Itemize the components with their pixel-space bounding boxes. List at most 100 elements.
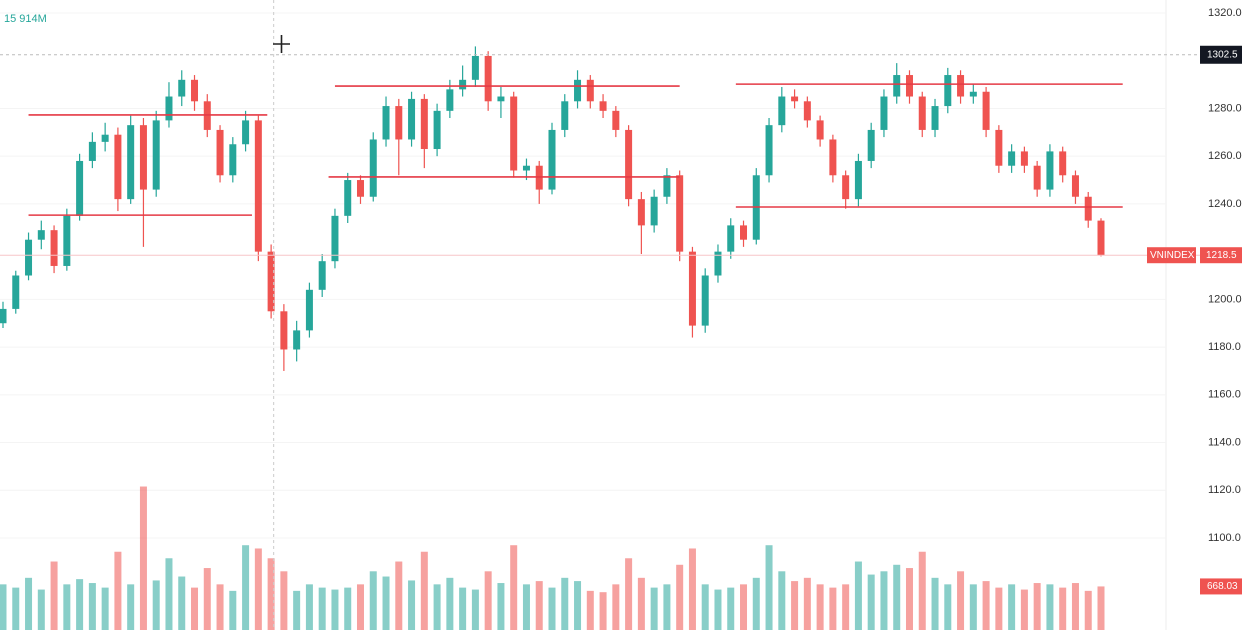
candle-body xyxy=(127,125,135,200)
candle-body xyxy=(727,225,735,252)
candle-body xyxy=(178,79,186,97)
volume-bar xyxy=(37,589,45,630)
volume-bar xyxy=(165,558,173,630)
volume-bar xyxy=(446,577,454,630)
candle-body xyxy=(433,110,441,150)
volume-bar xyxy=(752,577,760,630)
candle-body xyxy=(931,106,939,130)
volume-bar xyxy=(663,584,671,630)
candle-body xyxy=(982,91,990,130)
candle-body xyxy=(740,225,748,240)
volume-bar xyxy=(574,581,582,630)
candle-body xyxy=(1046,151,1054,190)
candle-body xyxy=(574,79,582,102)
volume-bar xyxy=(1059,587,1067,630)
volume-bar xyxy=(0,584,7,630)
candle-body xyxy=(446,89,454,111)
volume-bar xyxy=(599,592,607,630)
candle-body xyxy=(918,96,926,130)
volume-bar xyxy=(854,561,862,630)
volume-bar xyxy=(1020,589,1028,630)
volume-bar xyxy=(740,584,748,630)
candle-body xyxy=(867,129,875,161)
candle-body xyxy=(254,120,262,252)
volume-bar xyxy=(867,574,875,630)
volume-bar xyxy=(522,584,530,630)
candle-body xyxy=(63,215,71,266)
candle-body xyxy=(957,75,965,97)
candle-body xyxy=(829,139,837,176)
volume-bar xyxy=(50,561,58,630)
candle-body xyxy=(688,251,696,326)
volume-bar xyxy=(1097,586,1105,630)
y-tick-label: 1260.0 xyxy=(1208,150,1242,162)
volume-tag xyxy=(1200,578,1242,595)
volume-bar xyxy=(254,548,262,630)
candle-body xyxy=(293,330,301,350)
candle-body xyxy=(714,251,722,276)
candle-body xyxy=(408,98,416,140)
volume-bar xyxy=(918,551,926,630)
candle-body xyxy=(612,110,620,130)
volume-bar xyxy=(548,587,556,630)
candle-body xyxy=(318,261,326,290)
volume-bar xyxy=(318,587,326,630)
candle-body xyxy=(344,180,352,216)
volume-bar xyxy=(305,584,313,630)
volume-bar xyxy=(459,587,467,630)
volume-bar xyxy=(829,587,837,630)
candle-body xyxy=(663,175,671,197)
candle-body xyxy=(1008,151,1016,166)
candle-body xyxy=(561,101,569,130)
volume-bar xyxy=(408,580,416,630)
last-price: 1218.5 xyxy=(1206,250,1237,261)
last-price-tag xyxy=(1200,247,1242,264)
y-tick-label: 1160.0 xyxy=(1208,389,1241,401)
candle-body xyxy=(522,165,530,171)
candle-body xyxy=(331,215,339,262)
candle-body xyxy=(356,180,364,197)
volume-bar xyxy=(969,584,977,630)
volume-bar xyxy=(510,545,518,630)
candle-body xyxy=(1059,151,1067,176)
candle-body xyxy=(637,199,645,226)
candle-body xyxy=(791,96,799,102)
volume-bar xyxy=(995,587,1003,630)
volume-bar xyxy=(727,587,735,630)
candle-body xyxy=(0,308,7,324)
volume-bar xyxy=(242,545,250,630)
volume-bar xyxy=(63,584,71,630)
volume-bar xyxy=(293,590,301,630)
volume-bar xyxy=(369,571,377,630)
candle-body xyxy=(369,139,377,197)
volume-bar xyxy=(395,561,403,630)
candle-body xyxy=(459,79,467,90)
volume-bar xyxy=(650,587,658,630)
volume-bar xyxy=(203,568,211,630)
candle-body xyxy=(37,230,45,240)
candle-body xyxy=(152,120,160,190)
volume-bar xyxy=(1071,583,1079,630)
candle-body xyxy=(50,230,58,266)
candle-body xyxy=(816,120,824,140)
candle-body xyxy=(1020,151,1028,166)
volume-bar xyxy=(101,587,109,630)
volume-bar xyxy=(12,587,20,630)
volume-bar xyxy=(637,577,645,630)
candle-body xyxy=(267,251,275,312)
volume-bar xyxy=(535,581,543,630)
volume-bar xyxy=(957,571,965,630)
volume-bar xyxy=(127,584,135,630)
candle-body xyxy=(650,196,658,226)
candle-body xyxy=(969,91,977,97)
volume-bar xyxy=(88,583,96,630)
volume-readout: 15 914M xyxy=(4,13,47,25)
candle-body xyxy=(765,125,773,176)
volume-bar xyxy=(778,571,786,630)
volume-bar xyxy=(803,577,811,630)
candle-body xyxy=(88,141,96,161)
volume-bar xyxy=(229,590,237,630)
y-tick-label: 1180.0 xyxy=(1208,341,1241,353)
candle-body xyxy=(701,275,709,326)
volume-bar xyxy=(191,587,199,630)
